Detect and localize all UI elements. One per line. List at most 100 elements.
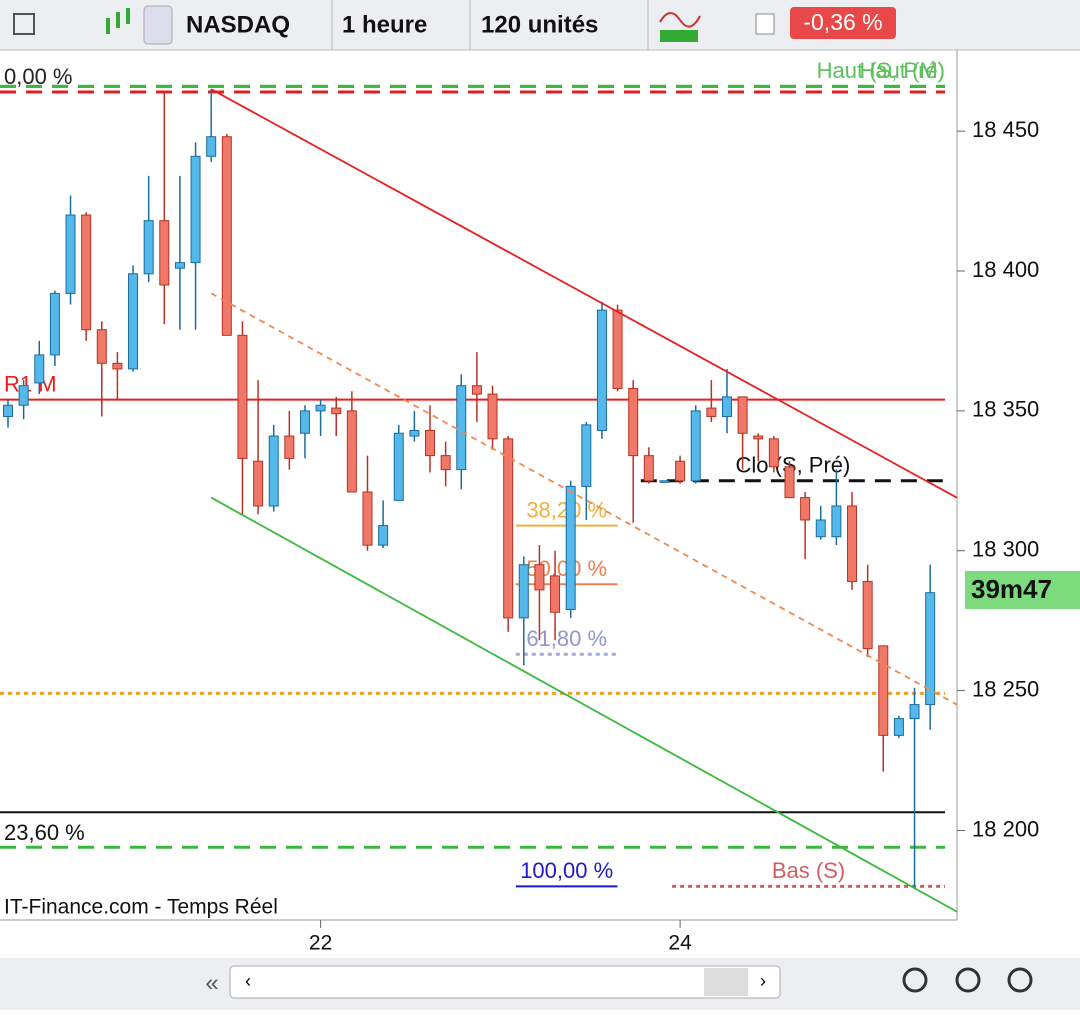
zoom-out[interactable] bbox=[955, 967, 981, 993]
candle-body bbox=[190, 155, 201, 264]
candle-body bbox=[659, 480, 670, 483]
candle-body bbox=[362, 491, 373, 546]
candle-body bbox=[268, 435, 279, 507]
candle-body bbox=[768, 438, 779, 468]
symbol[interactable]: NASDAQ bbox=[186, 11, 290, 38]
level-label: 23,60 % bbox=[4, 820, 85, 845]
candle-body bbox=[487, 393, 498, 440]
info-button[interactable] bbox=[755, 13, 775, 35]
candle-body bbox=[690, 410, 701, 482]
candle-body bbox=[440, 455, 451, 471]
level-label: Bas (S) bbox=[772, 858, 845, 883]
candle-body bbox=[721, 396, 732, 417]
candle-body bbox=[471, 385, 482, 395]
candle-body bbox=[159, 220, 170, 286]
y-tick-label: 18 450 bbox=[972, 117, 1039, 142]
candle-body bbox=[909, 704, 920, 720]
candle-body bbox=[550, 575, 561, 613]
candle-body bbox=[753, 435, 764, 440]
candle-body bbox=[534, 564, 545, 591]
candle-body bbox=[847, 505, 858, 583]
y-tick-label: 18 200 bbox=[972, 816, 1039, 841]
candle-body bbox=[581, 424, 592, 487]
candle-body bbox=[596, 309, 607, 431]
candle-body bbox=[643, 455, 654, 482]
candle-body bbox=[675, 460, 686, 482]
candle-body bbox=[409, 429, 420, 437]
candle-body bbox=[143, 220, 154, 275]
candle-body bbox=[893, 718, 904, 736]
level-label: R1 M bbox=[4, 371, 57, 396]
candle-body bbox=[81, 214, 92, 331]
change: -0,36 % bbox=[803, 9, 882, 35]
candle-body bbox=[96, 329, 107, 364]
candle-body bbox=[706, 407, 717, 417]
toolbar bbox=[0, 0, 1080, 50]
svg-text:«: « bbox=[205, 969, 218, 996]
candle-body bbox=[612, 309, 623, 389]
candle-body bbox=[284, 435, 295, 459]
change-badge bbox=[790, 7, 896, 39]
candle-body bbox=[65, 214, 76, 294]
candle-body bbox=[925, 592, 936, 706]
candle-body bbox=[221, 136, 232, 336]
candle-body bbox=[112, 362, 123, 370]
level-label: 0,00 % bbox=[4, 64, 73, 89]
y-tick-label: 18 300 bbox=[972, 537, 1039, 562]
period[interactable]: 1 heure bbox=[342, 11, 427, 38]
candle-body bbox=[174, 262, 185, 269]
trendline bbox=[210, 292, 958, 706]
candle-body bbox=[49, 292, 60, 356]
candle-body bbox=[378, 525, 389, 546]
link-button[interactable] bbox=[143, 5, 173, 45]
candle-body bbox=[299, 410, 310, 434]
candle-body bbox=[784, 466, 795, 499]
candle-body bbox=[315, 404, 326, 412]
candle-body bbox=[518, 564, 529, 619]
level-label: 61,80 % bbox=[526, 626, 607, 651]
candle-body bbox=[425, 429, 436, 457]
candle-body bbox=[206, 136, 217, 157]
candle-body bbox=[862, 581, 873, 650]
source: IT-Finance.com - Temps Réel bbox=[4, 896, 278, 919]
candle-body bbox=[456, 385, 467, 471]
countdown: 39m47 bbox=[971, 574, 1052, 604]
candle-body bbox=[800, 497, 811, 521]
indicator-button[interactable] bbox=[659, 12, 701, 42]
candle-body bbox=[831, 505, 842, 538]
trendline bbox=[210, 496, 958, 913]
candle-body bbox=[3, 404, 13, 417]
level-label: Haut (M) bbox=[859, 58, 945, 83]
candle-body bbox=[815, 519, 826, 538]
candle-body bbox=[237, 334, 248, 459]
zoom-button[interactable] bbox=[902, 967, 928, 993]
candle-body bbox=[331, 407, 342, 415]
candle-body bbox=[503, 438, 514, 619]
y-tick-label: 18 350 bbox=[972, 397, 1039, 422]
candle-body bbox=[878, 645, 889, 736]
candle-body bbox=[253, 460, 264, 507]
candle-body bbox=[628, 387, 639, 457]
candle-body bbox=[128, 273, 139, 370]
y-tick-label: 18 400 bbox=[972, 257, 1039, 282]
svg-text:›: › bbox=[760, 971, 766, 991]
trendline bbox=[210, 88, 958, 499]
level-label: Haut (S, Pré) bbox=[817, 58, 945, 83]
candle-body bbox=[737, 396, 748, 434]
scroll-thumb[interactable] bbox=[704, 968, 748, 996]
zoom-in[interactable] bbox=[1007, 967, 1033, 993]
svg-text:‹: ‹ bbox=[245, 971, 251, 991]
window-button[interactable] bbox=[13, 13, 35, 35]
candle-body bbox=[34, 354, 45, 384]
countdown-box bbox=[965, 571, 1080, 609]
candle-body bbox=[565, 485, 576, 610]
x-tick-label: 22 bbox=[309, 932, 332, 955]
candle-body bbox=[18, 385, 29, 406]
units[interactable]: 120 unités bbox=[481, 11, 598, 38]
scrollbar[interactable] bbox=[229, 965, 781, 999]
candle-body bbox=[393, 432, 404, 501]
y-tick-label: 18 250 bbox=[972, 676, 1039, 701]
candle-icon[interactable] bbox=[106, 8, 130, 34]
